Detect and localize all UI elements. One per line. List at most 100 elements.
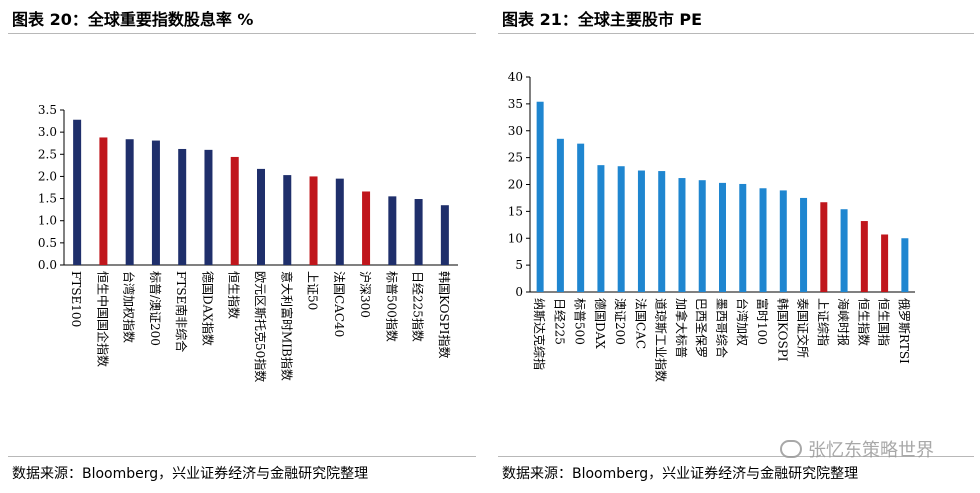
- right-chart-title: 图表 21：全球主要股市 PE: [502, 10, 703, 29]
- x-category-label: 欧元区斯托克50指数: [253, 271, 268, 382]
- bar: [125, 139, 134, 265]
- y-tick-label: 0.5: [38, 236, 57, 250]
- y-tick-label: 0.0: [38, 258, 57, 272]
- bar: [309, 176, 318, 265]
- bar: [658, 171, 666, 292]
- x-category-label: 俄罗斯RTSI: [897, 298, 911, 364]
- x-category-label: 富时100: [755, 298, 770, 345]
- y-tick-label: 35: [508, 97, 523, 111]
- x-category-label: 标普/澳证200: [148, 271, 162, 346]
- x-category-label: 台湾加权: [735, 298, 750, 346]
- x-category-label: 恒生指数: [856, 298, 871, 346]
- bar: [617, 166, 625, 292]
- right-source-note: 数据来源：Bloomberg，兴业证券经济与金融研究院整理: [502, 466, 859, 482]
- bar: [820, 202, 828, 292]
- bar: [335, 178, 344, 265]
- bar: [779, 190, 787, 292]
- bar: [556, 138, 564, 292]
- x-category-label: 德国DAX指数: [200, 271, 215, 346]
- x-category-label: FTSE南非综合: [174, 271, 189, 352]
- left-source-note: 数据来源：Bloomberg，兴业证券经济与金融研究院整理: [12, 466, 369, 482]
- x-category-label: 恒生中国国企指数: [95, 271, 110, 367]
- x-category-label: 上证综指: [816, 298, 831, 346]
- y-tick-label: 30: [508, 124, 523, 138]
- bar: [414, 199, 423, 265]
- bar: [840, 209, 848, 292]
- x-category-label: 纳斯达克综指: [532, 298, 547, 370]
- left-chart: 0.0 0.5 1.0 1.5 2.0 2.5 3.0 3.5 FTSE100 恒生中国国企指数台…: [38, 103, 458, 382]
- x-category-label: 墨西哥综合: [715, 298, 730, 358]
- bar: [860, 221, 868, 292]
- x-category-label: 台湾加权指数: [122, 271, 137, 343]
- bar: [698, 180, 706, 292]
- bar: [99, 137, 108, 265]
- y-tick-label: 1.5: [38, 192, 57, 206]
- left-panel: 图表 20：全球重要指数股息率 % 0.0 0.5 1.0 1.5 2.0 2.5 3.0 3…: [0, 0, 482, 493]
- x-category-label: 意大利富时MIB指数: [279, 271, 294, 381]
- bar: [678, 178, 686, 292]
- bar: [440, 205, 449, 265]
- bar: [230, 156, 239, 265]
- left-source-rule: [8, 456, 476, 457]
- bar: [759, 188, 767, 292]
- x-category-label: 韩国KOSPI指数: [437, 271, 452, 359]
- y-tick-label: 0: [515, 285, 523, 299]
- bar: [151, 140, 160, 265]
- x-category-label: FTSE100: [69, 271, 83, 327]
- y-tick-label: 25: [508, 151, 523, 165]
- bar: [719, 182, 726, 292]
- bar: [362, 191, 371, 265]
- x-category-label: 泰国证交所: [796, 298, 811, 358]
- watermark-text: 张忆东策略世界: [808, 440, 934, 461]
- bar: [577, 143, 585, 292]
- bar: [536, 101, 544, 292]
- bar: [204, 149, 213, 265]
- x-category-label: 标普500指数: [384, 271, 399, 342]
- bar: [178, 148, 187, 265]
- x-category-label: 巴西圣保罗: [694, 298, 708, 358]
- wechat-icon: [780, 440, 802, 458]
- x-category-label: 恒生国指: [877, 298, 892, 346]
- x-category-label: 加拿大标普: [674, 298, 689, 358]
- right-chart: 0 5 10 15 20 25 30 35 40 纳斯达克综指 日经225 标普500 德国DAX 澳证2…: [508, 70, 915, 382]
- x-category-label: 海峡时报: [836, 298, 851, 346]
- x-category-label: 日经225指数: [411, 271, 426, 342]
- bar: [257, 168, 265, 265]
- y-tick-label: 2.0: [38, 169, 57, 183]
- x-category-label: 澳证200: [613, 298, 627, 345]
- y-tick-label: 1.0: [38, 214, 57, 228]
- bar: [637, 170, 645, 292]
- x-category-label: 上证50: [306, 271, 320, 310]
- right-panel: 图表 21：全球主要股市 PE 0 5 10 15 20 25 30 35 40 纳斯达克综指 日经…: [490, 0, 980, 493]
- left-title-rule: [8, 33, 476, 34]
- y-tick-label: 15: [508, 204, 523, 218]
- bar: [739, 183, 747, 292]
- bar: [388, 196, 397, 265]
- x-category-label: 标普500: [573, 298, 587, 345]
- bar: [881, 234, 889, 292]
- x-category-label: 沪深300: [358, 271, 372, 318]
- x-category-label: 法国CAC40: [332, 271, 346, 337]
- x-category-label: 日经225: [552, 298, 566, 345]
- y-tick-label: 3.0: [38, 125, 57, 139]
- y-tick-label: 3.5: [38, 103, 57, 117]
- left-chart-title: 图表 20：全球重要指数股息率 %: [12, 10, 254, 29]
- right-title-rule: [498, 33, 974, 34]
- right-source-rule: [498, 456, 974, 457]
- bar: [283, 175, 292, 265]
- x-category-label: 道琼斯工业指数: [654, 298, 669, 382]
- x-category-label: 法国CAC: [633, 298, 647, 349]
- y-tick-label: 2.5: [38, 147, 57, 161]
- bar: [901, 238, 909, 292]
- y-tick-label: 5: [515, 258, 523, 272]
- bar: [800, 197, 808, 292]
- y-tick-label: 10: [508, 231, 523, 245]
- bar: [73, 119, 82, 265]
- x-category-label: 德国DAX: [593, 298, 608, 349]
- y-tick-label: 40: [508, 70, 523, 84]
- x-category-label: 韩国KOSPI: [775, 298, 790, 362]
- x-category-label: 恒生指数: [227, 271, 242, 319]
- y-tick-label: 20: [508, 178, 523, 192]
- watermark: 张忆东策略世界: [780, 436, 934, 462]
- bar: [597, 165, 605, 292]
